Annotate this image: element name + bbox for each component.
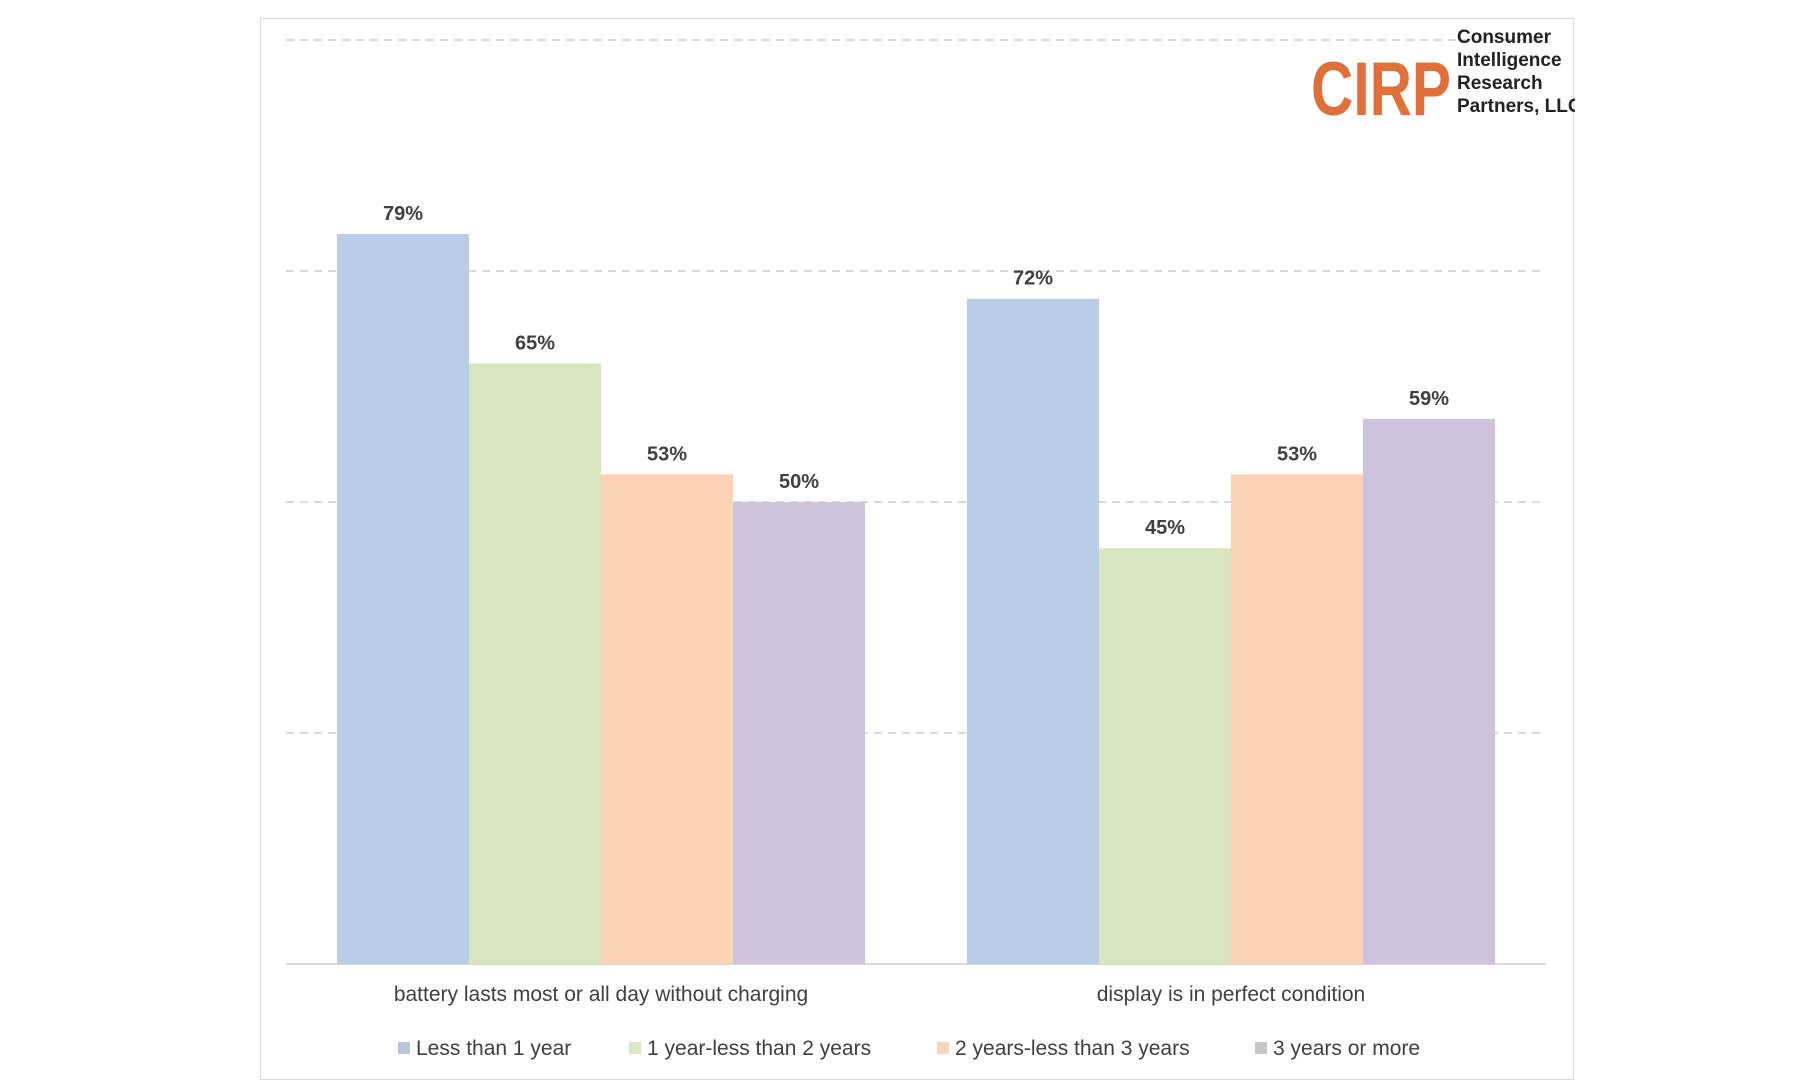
data-label-1-2: 53%	[1277, 443, 1317, 465]
data-labels: 79% 65% 53% 50% 72% 45% 53% 59%	[383, 203, 1449, 539]
legend-label-0: Less than 1 year	[416, 1037, 571, 1060]
legend-swatch-3	[1255, 1042, 1267, 1054]
category-labels: battery lasts most or all day without ch…	[394, 983, 1365, 1006]
cirp-logo: CIRP Consumer Intelligence Research Part…	[1311, 27, 1575, 132]
data-label-0-2: 53%	[647, 443, 687, 465]
logo-line-3: Research	[1457, 73, 1543, 94]
bar-1-2	[1231, 474, 1363, 964]
bar-0-1	[469, 363, 601, 964]
logo-letters: CIRP	[1311, 47, 1451, 132]
logo-line-1: Consumer	[1457, 27, 1552, 48]
bar-0-3	[733, 502, 865, 964]
chart-frame: 79% 65% 53% 50% 72% 45% 53% 59% battery lasts m…	[260, 18, 1575, 1080]
chart-canvas: 79% 65% 53% 50% 72% 45% 53% 59% battery lasts m…	[286, 27, 1575, 1060]
logo-line-2: Intelligence	[1457, 50, 1562, 71]
data-label-0-0: 79%	[383, 203, 423, 225]
bar-1-3	[1363, 418, 1495, 965]
data-label-1-1: 45%	[1145, 517, 1185, 539]
legend-swatch-1	[629, 1042, 641, 1054]
data-label-0-1: 65%	[515, 332, 555, 354]
legend-swatch-0	[398, 1042, 410, 1054]
legend-label-1: 1 year-less than 2 years	[647, 1037, 871, 1060]
bar-0-0	[337, 234, 469, 965]
bars	[337, 234, 1495, 965]
legend-swatch-2	[937, 1042, 949, 1054]
legend-label-3: 3 years or more	[1273, 1037, 1420, 1060]
bar-1-1	[1099, 548, 1231, 964]
bar-1-0	[967, 298, 1099, 965]
data-label-0-3: 50%	[779, 471, 819, 493]
logo-line-4: Partners, LLC	[1457, 96, 1575, 117]
data-label-1-0: 72%	[1013, 268, 1053, 290]
bar-0-2	[601, 474, 733, 964]
category-label-0: battery lasts most or all day without ch…	[394, 983, 808, 1006]
legend: Less than 1 year 1 year-less than 2 years…	[398, 1037, 1420, 1060]
legend-label-2: 2 years-less than 3 years	[955, 1037, 1190, 1060]
category-label-1: display is in perfect condition	[1097, 983, 1365, 1006]
data-label-1-3: 59%	[1409, 388, 1449, 410]
